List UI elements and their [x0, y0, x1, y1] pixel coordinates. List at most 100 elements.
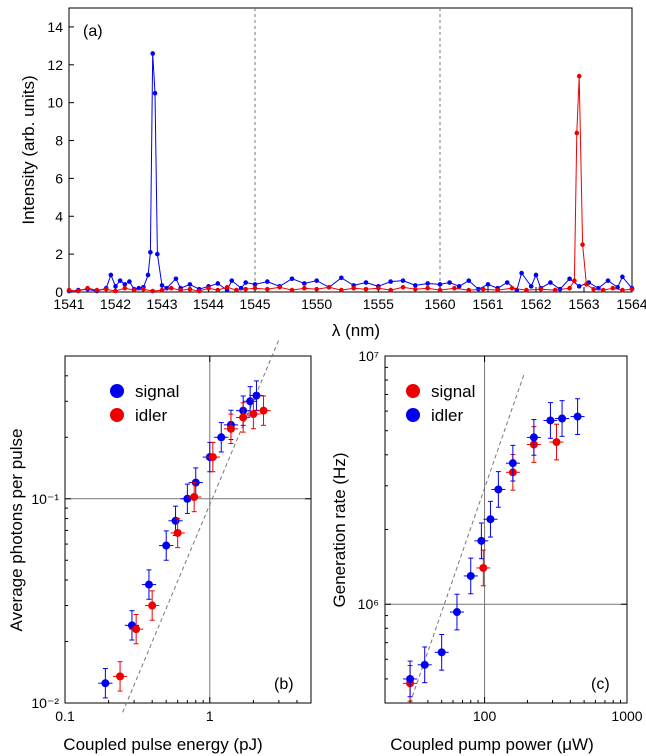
data-point-red [495, 287, 500, 293]
data-point-blue [400, 278, 406, 283]
y-tick-label: 6 [55, 170, 63, 186]
data-point-red [150, 288, 155, 294]
data-point-blue [148, 249, 153, 255]
y-tick-label: 4 [55, 208, 63, 224]
data-point-red [567, 285, 572, 291]
x-tick-label: 1543 [146, 296, 177, 312]
data-point-idler [208, 453, 217, 462]
data-point-blue [605, 278, 611, 283]
data-point-red [509, 285, 515, 291]
data-point-blue [155, 251, 160, 257]
data-point-red [452, 285, 457, 291]
data-point-red [252, 285, 258, 291]
data-point-red [302, 285, 307, 291]
x-tick-label: 1544 [193, 296, 224, 312]
data-point-idler [529, 433, 538, 442]
data-point-red [141, 286, 146, 292]
data-point-red [103, 286, 109, 292]
data-point-blue [620, 274, 625, 280]
data-point-red [552, 287, 558, 293]
data-point-blue [159, 283, 165, 288]
data-point-red [576, 73, 582, 79]
x-tick-label: 0.1 [55, 708, 75, 724]
data-point-red [113, 288, 118, 294]
data-point-red [524, 287, 529, 293]
data-point-blue [187, 282, 193, 287]
legend-marker-signal [110, 384, 124, 398]
y-tick-label: 10⁶ [358, 596, 379, 612]
data-point-red [437, 287, 443, 293]
data-point-red [94, 287, 100, 293]
data-point-blue [413, 283, 418, 288]
data-point-signal [479, 563, 488, 572]
panel-a-frame [68, 7, 633, 293]
panel-b-photons: 0.1 1 10⁻² 10⁻¹ signal idler (b) Average pho… [7, 339, 312, 754]
y-tick-label: 10 [47, 95, 63, 111]
data-point-red [466, 287, 472, 293]
panel-a-y-ticks: 0 2 4 6 8 10 12 14 [47, 19, 74, 300]
data-point-blue [466, 278, 472, 283]
data-point-signal [552, 438, 561, 447]
data-point-blue [145, 272, 151, 278]
data-point-idler [486, 515, 495, 524]
data-point-signal [101, 679, 110, 688]
data-point-idler [226, 424, 235, 433]
data-point-blue [519, 270, 524, 276]
data-point-blue [388, 279, 393, 284]
panel-a-x-axis-label: λ (nm) [332, 321, 380, 340]
data-point-blue [243, 280, 248, 285]
data-point-red [206, 285, 211, 291]
data-point-red [351, 285, 356, 291]
data-point-blue [117, 278, 123, 283]
data-point-idler [249, 410, 258, 419]
data-point-red [289, 287, 295, 293]
data-point-red [314, 286, 319, 292]
data-point-red [363, 286, 369, 292]
panel-c-reference-lines [385, 356, 627, 703]
x-tick-label: 1563 [568, 296, 599, 312]
x-tick-label: 1562 [520, 296, 551, 312]
panel-c-frame [384, 355, 628, 704]
data-point-signal [144, 580, 153, 589]
panel-c-generation-rate: 100 1000 10⁶ 10⁷ signal idler (c) Generation… [330, 348, 643, 754]
data-point-red [169, 285, 174, 291]
data-point-red [85, 285, 90, 291]
data-point-idler [452, 608, 461, 617]
data-point-red [339, 287, 344, 293]
x-tick-label: 1555 [363, 296, 394, 312]
legend-label-idler: idler [135, 406, 167, 425]
legend-label-idler: idler [431, 406, 463, 425]
x-tick-label: 1550 [301, 296, 332, 312]
data-point-idler [437, 648, 446, 657]
data-point-blue [113, 284, 118, 289]
data-point-red [572, 278, 577, 283]
data-point-blue [150, 51, 155, 56]
panel-a-y-axis-label: Intensity (arb. units) [19, 75, 38, 224]
data-point-idler [573, 412, 582, 421]
y-tick-label: 2 [55, 246, 63, 262]
data-point-blue [314, 278, 319, 283]
data-point-red [400, 284, 406, 290]
panel-c-x-axis-label: Coupled pump power (μW) [390, 735, 594, 754]
data-point-red [376, 285, 381, 291]
x-tick-label: 1541 [53, 296, 84, 312]
data-point-signal [183, 494, 192, 503]
legend-label-signal: signal [431, 382, 475, 401]
panel-c-series [403, 398, 585, 702]
data-point-blue [363, 280, 369, 285]
data-point-red [215, 287, 221, 293]
data-point-blue [229, 278, 235, 283]
data-point-red [66, 287, 72, 293]
panel-a-series [66, 51, 635, 294]
data-point-red [265, 286, 270, 292]
data-point-red [425, 285, 430, 291]
data-point-idler [477, 536, 486, 545]
data-point-red [326, 284, 332, 290]
data-point-red [243, 286, 248, 292]
data-point-idler [116, 672, 125, 681]
data-point-signal [252, 391, 261, 400]
data-point-red [591, 286, 596, 292]
data-point-red [187, 286, 193, 292]
data-point-blue [152, 90, 158, 96]
